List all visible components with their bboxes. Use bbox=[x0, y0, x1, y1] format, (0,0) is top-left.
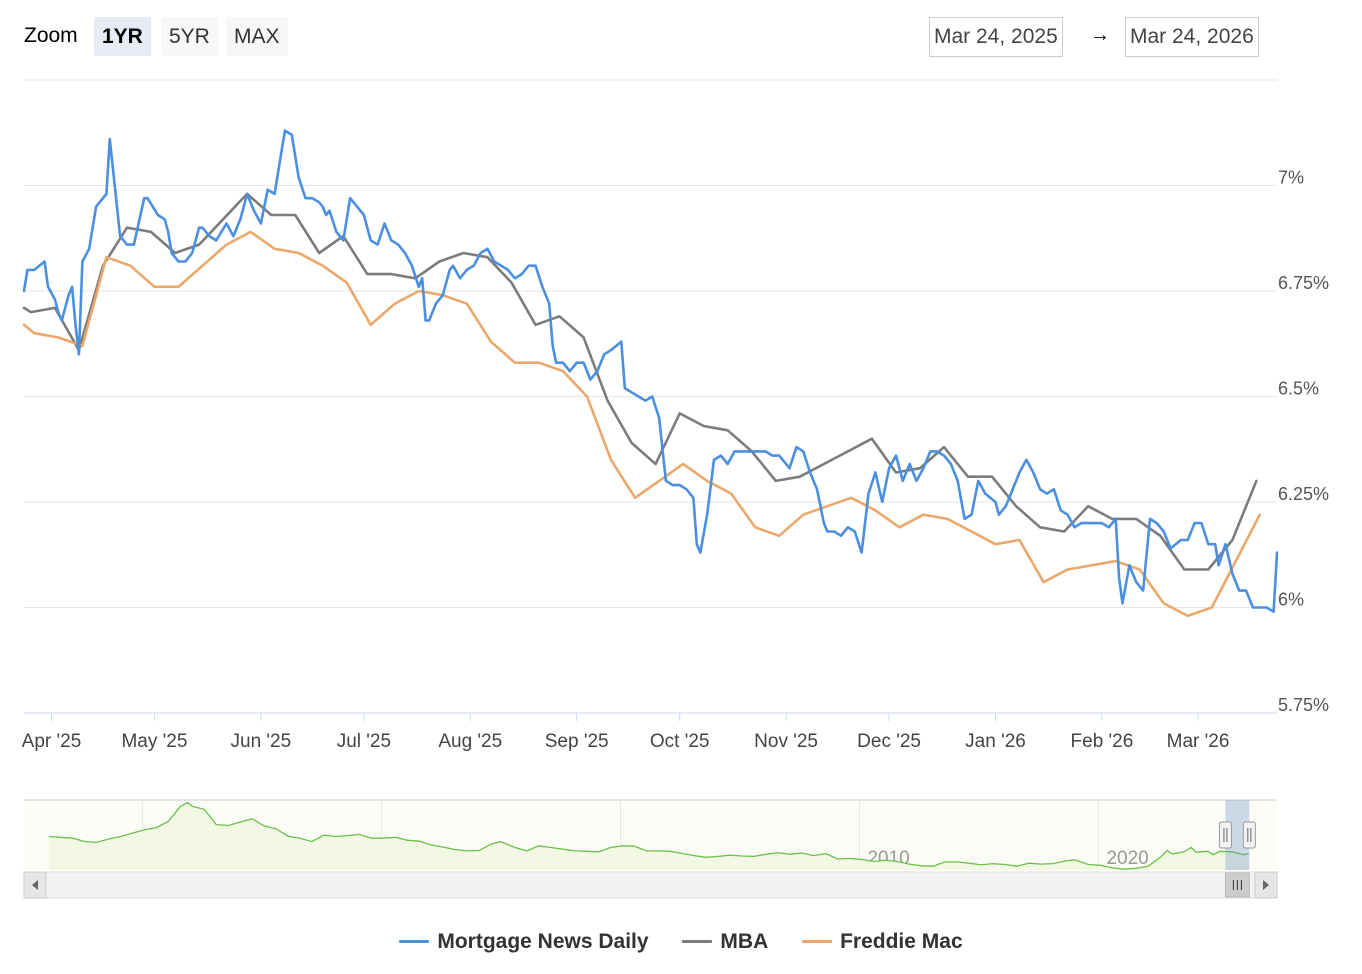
legend-swatch-mnd bbox=[399, 940, 430, 943]
y-tick-label: 6.5% bbox=[1278, 379, 1319, 399]
x-tick-label: Oct '25 bbox=[650, 731, 710, 752]
legend-label-freddie: Freddie Mac bbox=[840, 929, 963, 953]
y-tick-label: 6.25% bbox=[1278, 484, 1329, 504]
series-line-freddie bbox=[22, 230, 1262, 618]
range-toolbar: Zoom 1YR 5YR MAX Mar 24, 2025 → Mar 24, … bbox=[0, 0, 1362, 70]
legend-swatch-freddie bbox=[802, 940, 833, 943]
navigator-handle-right bbox=[1242, 821, 1256, 849]
zoom-label: Zoom bbox=[24, 24, 78, 47]
x-tick-label: Nov '25 bbox=[754, 731, 818, 752]
zoom-5yr-button[interactable]: 5YR bbox=[161, 17, 218, 56]
x-tick-label: Jan '26 bbox=[965, 731, 1026, 752]
series-lines bbox=[22, 129, 1279, 618]
y-axis: 5.75% 6% 6.25% 6.5% 6.75% 7% bbox=[1278, 168, 1329, 716]
x-tick-label: Sep '25 bbox=[545, 731, 609, 752]
x-tick-label: Aug '25 bbox=[438, 731, 502, 752]
from-date-input[interactable]: Mar 24, 2025 bbox=[929, 17, 1063, 57]
y-tick-label: 5.75% bbox=[1278, 695, 1329, 715]
legend-label-mba: MBA bbox=[720, 929, 769, 953]
zoom-max-button[interactable]: MAX bbox=[226, 17, 288, 56]
x-tick-label: Dec '25 bbox=[857, 731, 921, 752]
navigator-line bbox=[48, 801, 1249, 870]
x-tick-label: Mar '26 bbox=[1167, 731, 1230, 752]
y-tick-label: 6% bbox=[1278, 590, 1304, 610]
x-tick-label: Jun '25 bbox=[231, 731, 292, 752]
series-line-mba bbox=[22, 192, 1258, 571]
navigator[interactable]: 19801990200020102020 bbox=[23, 799, 1278, 899]
x-tick-label: May '25 bbox=[121, 731, 187, 752]
to-date-input[interactable]: Mar 24, 2026 bbox=[1125, 17, 1259, 57]
navigator-selection bbox=[1225, 800, 1250, 870]
scroll-right-arrow-icon bbox=[1263, 880, 1269, 890]
series-line-mnd bbox=[22, 129, 1279, 613]
scroll-left-arrow-icon bbox=[32, 880, 38, 890]
legend-item-freddie[interactable]: Freddie Mac bbox=[802, 930, 963, 954]
legend-item-mba[interactable]: MBA bbox=[682, 930, 768, 954]
y-tick-label: 6.75% bbox=[1278, 273, 1329, 293]
x-axis: Apr '25 May '25 Jun '25 Jul '25 Aug '25 Sep '… bbox=[22, 713, 1230, 752]
x-tick-label: Feb '26 bbox=[1071, 731, 1134, 752]
grid-lines bbox=[24, 79, 1277, 714]
navigator-handle-left bbox=[1218, 821, 1232, 849]
scrollbar-track bbox=[23, 871, 1278, 899]
legend: Mortgage News Daily MBA Freddie Mac bbox=[0, 925, 1362, 954]
legend-swatch-mba bbox=[682, 940, 713, 943]
navigator-area bbox=[49, 802, 1249, 870]
y-tick-label: 7% bbox=[1278, 168, 1304, 188]
legend-item-mnd[interactable]: Mortgage News Daily bbox=[399, 929, 649, 954]
date-range-arrow: → bbox=[1090, 24, 1110, 46]
zoom-1yr-button[interactable]: 1YR bbox=[94, 17, 151, 56]
x-tick-label: Apr '25 bbox=[22, 731, 82, 752]
navigator-tick-label: 2020 bbox=[1106, 848, 1148, 869]
x-tick-label: Jul '25 bbox=[337, 731, 391, 752]
legend-label-mnd: Mortgage News Daily bbox=[437, 929, 649, 953]
